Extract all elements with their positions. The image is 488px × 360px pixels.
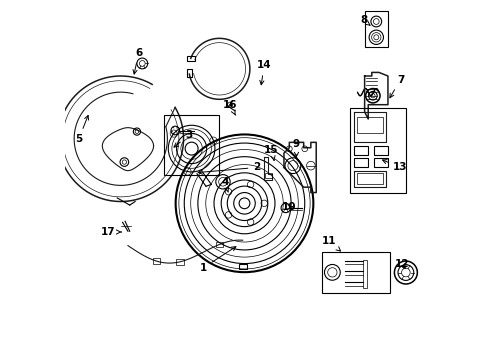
- Bar: [362, 260, 366, 288]
- Bar: [349, 108, 405, 193]
- Text: 3: 3: [174, 130, 192, 147]
- Text: 8: 8: [359, 15, 369, 26]
- Circle shape: [183, 168, 191, 175]
- Text: 10: 10: [282, 202, 296, 212]
- Text: 7: 7: [389, 75, 404, 98]
- Bar: [364, 12, 387, 47]
- Text: 15: 15: [264, 144, 278, 160]
- Text: 6: 6: [133, 48, 142, 74]
- Circle shape: [209, 137, 217, 144]
- Bar: [264, 173, 271, 178]
- Text: 11: 11: [321, 236, 340, 251]
- Bar: [357, 117, 382, 134]
- Bar: [373, 146, 387, 155]
- Text: 12: 12: [394, 259, 409, 269]
- Text: 1: 1: [199, 247, 235, 273]
- Bar: [163, 116, 219, 175]
- Bar: [373, 158, 387, 167]
- Text: 14: 14: [256, 60, 271, 85]
- Text: 2: 2: [198, 162, 260, 174]
- Bar: [176, 259, 183, 265]
- Bar: [321, 252, 389, 293]
- Text: 9: 9: [292, 139, 300, 156]
- Bar: [357, 173, 382, 184]
- Text: 5: 5: [75, 116, 88, 144]
- Bar: [153, 258, 160, 264]
- Circle shape: [170, 130, 177, 137]
- Bar: [215, 242, 223, 247]
- Text: 16: 16: [223, 100, 237, 115]
- Bar: [353, 146, 367, 155]
- Bar: [239, 264, 246, 269]
- Bar: [353, 158, 367, 167]
- Bar: [187, 55, 195, 61]
- Text: 13: 13: [382, 159, 407, 172]
- Text: 4: 4: [221, 177, 228, 192]
- Text: 17: 17: [101, 227, 121, 237]
- Bar: [186, 69, 192, 77]
